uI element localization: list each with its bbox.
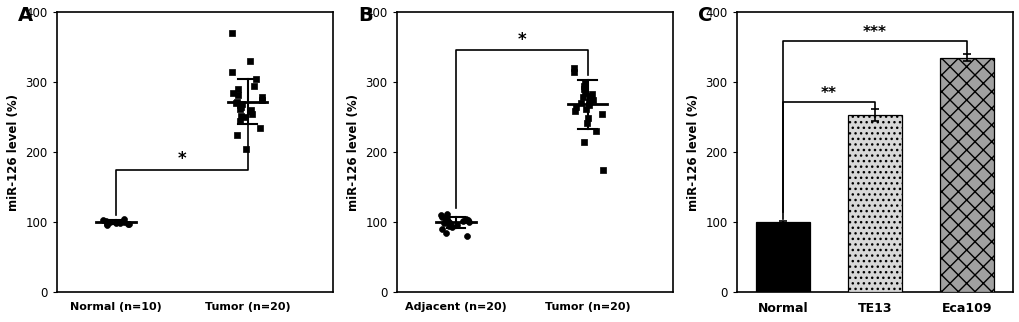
Point: [121, 221, 138, 226]
Y-axis label: miR-126 level (%): miR-126 level (%): [7, 94, 20, 211]
Text: ***: ***: [862, 25, 887, 40]
Point: [111, 220, 127, 225]
Point: [454, 218, 471, 223]
Point: [242, 109, 258, 114]
Text: A: A: [18, 6, 34, 25]
Text: *: *: [177, 150, 185, 168]
Point: [443, 224, 460, 230]
Text: B: B: [358, 6, 373, 25]
Point: [459, 234, 475, 239]
Point: [461, 220, 477, 225]
Point: [99, 223, 115, 228]
Point: [448, 223, 465, 228]
Point: [437, 230, 453, 235]
Point: [567, 109, 583, 114]
Point: [458, 217, 474, 222]
Point: [223, 30, 239, 35]
Point: [242, 58, 258, 63]
Y-axis label: miR-126 level (%): miR-126 level (%): [346, 94, 360, 211]
Point: [593, 111, 609, 116]
Point: [583, 91, 599, 97]
Point: [587, 128, 603, 134]
Point: [441, 221, 458, 226]
Point: [433, 214, 449, 219]
Point: [439, 220, 455, 225]
Bar: [940, 58, 993, 292]
Bar: [848, 115, 901, 292]
Point: [435, 220, 451, 225]
Point: [254, 95, 270, 100]
Point: [579, 116, 595, 121]
Text: C: C: [697, 6, 712, 25]
Point: [237, 146, 254, 151]
Point: [233, 102, 250, 107]
Point: [95, 218, 111, 223]
Point: [433, 213, 449, 218]
Point: [433, 227, 449, 232]
Point: [440, 223, 457, 228]
Point: [577, 90, 593, 95]
Point: [224, 90, 240, 95]
Point: [573, 100, 589, 106]
Point: [244, 111, 260, 116]
Point: [231, 106, 248, 111]
Point: [251, 125, 267, 130]
Point: [580, 103, 596, 108]
Point: [440, 219, 457, 224]
Point: [576, 80, 592, 85]
Point: [229, 92, 246, 97]
Point: [576, 87, 592, 92]
Point: [232, 118, 249, 123]
Point: [116, 220, 132, 225]
Point: [224, 69, 240, 74]
Point: [584, 97, 600, 102]
Point: [230, 87, 247, 92]
Point: [594, 167, 610, 172]
Point: [568, 104, 584, 109]
Point: [246, 83, 262, 88]
Point: [231, 103, 248, 108]
Point: [98, 218, 114, 223]
Point: [459, 218, 475, 223]
Point: [576, 83, 592, 88]
Point: [101, 219, 117, 224]
Y-axis label: miR-126 level (%): miR-126 level (%): [686, 94, 699, 211]
Point: [578, 106, 594, 111]
Point: [578, 120, 594, 125]
Point: [115, 217, 131, 222]
Point: [232, 104, 249, 109]
Point: [438, 211, 454, 216]
Point: [254, 97, 270, 102]
Point: [441, 222, 458, 227]
Point: [565, 65, 581, 71]
Point: [248, 76, 264, 81]
Point: [119, 222, 136, 227]
Point: [232, 113, 249, 118]
Point: [583, 93, 599, 99]
Text: *: *: [517, 31, 526, 49]
Point: [437, 215, 453, 221]
Point: [243, 108, 259, 113]
Point: [236, 115, 253, 120]
Point: [108, 220, 124, 225]
Point: [566, 69, 582, 74]
Bar: [755, 222, 809, 292]
Point: [99, 221, 115, 226]
Point: [228, 132, 245, 137]
Point: [228, 99, 245, 104]
Point: [228, 100, 245, 106]
Point: [438, 216, 454, 221]
Point: [575, 139, 591, 144]
Text: **: **: [820, 86, 836, 101]
Point: [107, 220, 123, 225]
Point: [575, 95, 591, 100]
Point: [580, 99, 596, 104]
